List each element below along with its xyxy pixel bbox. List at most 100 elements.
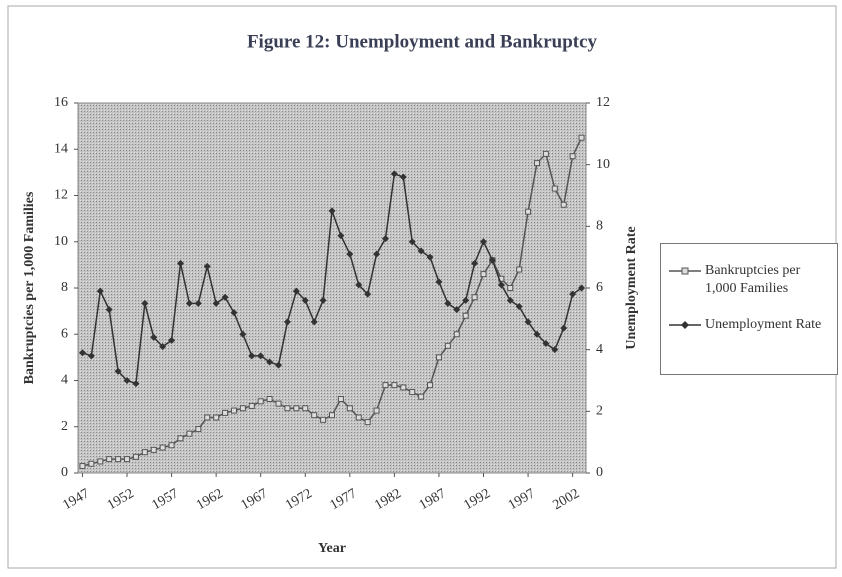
marker [471, 294, 478, 301]
marker [497, 281, 505, 289]
marker [114, 367, 122, 375]
legend-item: Unemployment Rate [665, 316, 833, 334]
marker [248, 402, 255, 409]
marker [427, 382, 434, 389]
marker [185, 299, 193, 307]
marker [239, 405, 246, 412]
legend-marker [681, 267, 689, 275]
marker [453, 306, 461, 314]
y-tick-label: 6 [61, 326, 68, 341]
marker [105, 306, 113, 314]
marker [96, 287, 104, 295]
marker [239, 330, 247, 338]
x-tick-label: 1982 [372, 486, 404, 513]
x-tick-label: 1957 [149, 486, 181, 513]
marker [292, 287, 300, 295]
marker [417, 247, 425, 255]
marker [400, 384, 407, 391]
marker [515, 303, 523, 310]
marker [480, 271, 487, 278]
marker [176, 259, 184, 267]
marker [382, 382, 389, 389]
marker [150, 446, 157, 453]
marker [186, 430, 193, 437]
y2-tick-label: 0 [596, 465, 603, 480]
marker [266, 396, 273, 402]
marker [124, 456, 131, 463]
marker [213, 414, 220, 421]
x-tick-label: 1952 [105, 486, 137, 513]
marker [578, 134, 585, 141]
marker [435, 354, 442, 361]
marker [123, 377, 131, 384]
marker [337, 396, 344, 402]
marker [399, 173, 407, 181]
legend-marker [681, 321, 689, 329]
marker [560, 324, 568, 332]
marker [435, 278, 443, 286]
marker [320, 416, 327, 423]
y2-tick-label: 6 [596, 280, 603, 295]
x-tick-label: 1967 [239, 486, 271, 513]
x-tick-label: 1947 [60, 486, 92, 513]
marker [257, 352, 265, 360]
marker [168, 442, 175, 449]
marker [257, 398, 264, 405]
marker [524, 318, 532, 326]
legend: Bankruptcies per 1,000 Families Unemploym… [660, 243, 838, 375]
marker [471, 259, 479, 267]
marker [275, 361, 283, 369]
legend-item: Bankruptcies per 1,000 Families [665, 262, 833, 298]
marker [97, 458, 104, 465]
marker [79, 463, 86, 470]
marker [390, 170, 398, 178]
marker [525, 208, 532, 215]
y2-tick-label: 4 [596, 342, 603, 357]
y2-tick-label: 2 [596, 404, 603, 419]
marker [462, 296, 470, 304]
y-tick-label: 10 [54, 234, 68, 249]
marker [301, 296, 309, 304]
marker [533, 160, 540, 167]
marker [168, 336, 176, 344]
marker [141, 449, 148, 456]
marker [373, 407, 380, 414]
marker [302, 405, 309, 412]
marker [346, 405, 353, 412]
y-tick-label: 0 [61, 465, 68, 480]
marker [328, 207, 336, 215]
marker [506, 296, 514, 304]
y-tick-label: 8 [61, 280, 68, 295]
marker [293, 405, 300, 412]
marker [381, 235, 389, 243]
marker [355, 281, 363, 289]
marker [391, 382, 398, 389]
y-tick-label: 14 [54, 141, 68, 156]
marker [194, 299, 202, 307]
legend-swatch [669, 321, 701, 329]
marker [364, 419, 371, 426]
marker [533, 330, 541, 338]
marker [88, 460, 95, 467]
x-tick-label: 2002 [550, 486, 582, 513]
marker [106, 456, 113, 463]
marker [203, 262, 211, 270]
marker [222, 409, 229, 416]
marker [578, 284, 586, 292]
marker [569, 153, 576, 160]
marker [132, 453, 139, 460]
marker [319, 296, 327, 304]
marker [311, 412, 318, 419]
marker [480, 238, 488, 246]
x-tick-label: 1972 [283, 486, 315, 513]
marker [542, 150, 549, 157]
marker [516, 266, 523, 273]
x-tick-label: 1977 [328, 486, 360, 513]
marker [284, 405, 291, 412]
marker [329, 412, 335, 419]
marker [230, 309, 238, 317]
marker [266, 358, 274, 366]
marker [569, 290, 577, 298]
x-axis-title: Year [318, 541, 346, 556]
